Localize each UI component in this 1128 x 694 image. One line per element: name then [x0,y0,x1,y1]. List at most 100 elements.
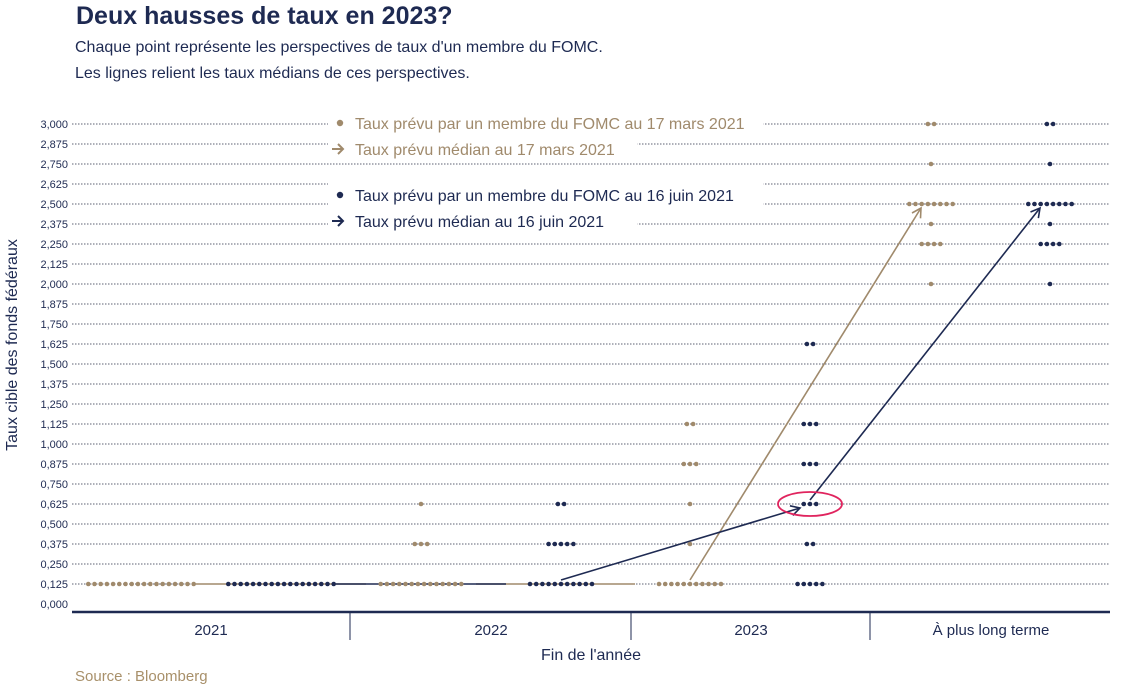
dot-march [925,201,931,207]
dot-march [86,581,91,587]
legend-background [328,137,638,159]
dot-june [558,541,564,547]
dot-march [925,121,931,127]
y-tick-label: 3,000 [40,119,68,131]
dot-march [919,201,924,207]
dot-june [571,581,576,587]
dot-march [154,581,159,587]
dot-march [421,581,427,587]
subtitle-line-2: Les lignes relient les taux médians de c… [75,65,470,82]
y-tick-label: 0,625 [40,499,68,511]
dot-march [378,581,384,587]
dot-june [1057,201,1062,207]
dot-june [804,541,810,547]
dot-june [527,581,533,587]
dot-march [687,541,693,547]
dot-march [110,581,116,587]
dot-june [312,581,318,587]
dot-june [583,581,589,587]
dot-march [403,581,408,587]
dot-march [172,581,178,587]
dot-june [331,581,337,587]
dot-march [415,581,421,587]
dot-march [397,581,402,587]
dot-june [238,581,243,587]
dot-june [813,421,819,427]
dot-march [409,581,415,587]
dot-march [693,581,699,587]
y-tick-label: 1,250 [40,399,68,411]
dot-march [418,501,424,507]
dot-march [928,161,934,167]
dot-march [428,581,433,587]
x-axis-title: Fin de l'année [541,647,641,664]
dot-june [820,581,825,587]
dot-march [681,461,687,467]
dot-june [232,581,237,587]
dot-june [1050,241,1056,247]
dot-june [306,581,312,587]
y-tick-label: 1,375 [40,379,68,391]
dot-march [944,201,949,207]
subtitle-line-1: Chaque point représente les perspectives… [75,39,603,56]
dot-june [1069,201,1074,207]
dot-march [98,581,103,587]
dot-march [179,581,184,587]
dot-march [141,581,147,587]
dot-june [325,581,330,587]
dot-june [558,581,564,587]
dot-march [656,581,662,587]
dot-june [300,581,306,587]
dot-march [191,581,196,587]
legend-background [328,111,764,133]
median-arrow-june [809,206,1042,501]
dot-june [1047,221,1053,227]
dot-march [693,461,699,467]
dot-june [1044,241,1050,247]
dot-june [1047,161,1053,167]
y-axis-title: Taux cible des fonds fédéraux [4,239,21,451]
dot-june [807,461,813,467]
dot-march [446,581,452,587]
dot-june [1038,241,1043,247]
y-tick-label: 1,125 [40,419,68,431]
dot-june [281,581,287,587]
dot-march [104,581,110,587]
dot-june [226,581,231,587]
dot-march [166,581,172,587]
legend-background [328,209,638,231]
page-title: Deux hausses de taux en 2023? [76,2,453,30]
dot-march [931,241,937,247]
dot-march [390,581,396,587]
dot-march [928,281,934,287]
dot-march [681,581,687,587]
median-arrow-march [689,206,922,581]
dot-june [1026,201,1031,207]
dot-june [1057,241,1062,247]
dot-march [938,241,943,247]
y-tick-label: 2,875 [40,139,68,151]
dot-june [801,421,807,427]
y-tick-label: 2,250 [40,239,68,251]
dot-june [1038,201,1043,207]
y-tick-label: 2,375 [40,219,68,231]
dot-june [540,581,545,587]
legend-dot-marker [336,191,344,199]
dot-june [552,541,558,547]
dot-june [319,581,324,587]
legend-label: Taux prévu médian au 17 mars 2021 [355,142,615,159]
legend-label: Taux prévu par un membre du FOMC au 16 j… [355,188,734,205]
dot-march [440,581,446,587]
dot-june [801,581,807,587]
dot-march [938,201,943,207]
y-tick-label: 0,375 [40,539,68,551]
y-tick-label: 0,750 [40,479,68,491]
dot-june [564,541,570,547]
dot-june [801,461,807,467]
dot-june [810,341,816,347]
dot-march [129,581,134,587]
y-tick-label: 2,125 [40,259,68,271]
dot-march [684,421,690,427]
dot-march [185,581,190,587]
